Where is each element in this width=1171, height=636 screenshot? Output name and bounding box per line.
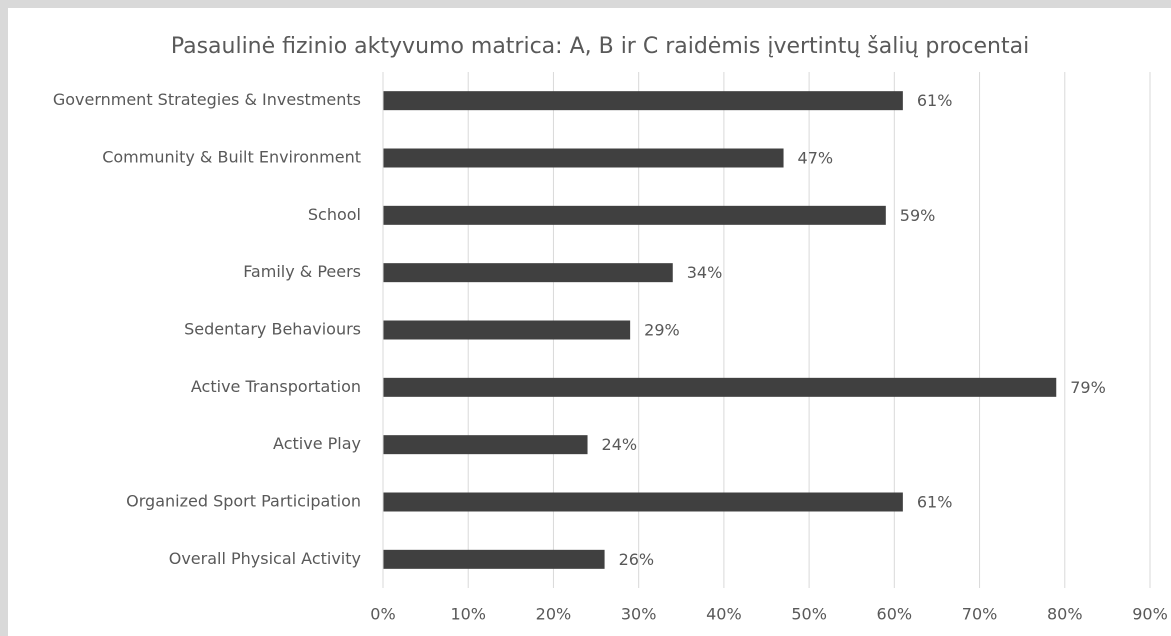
y-tick-label: Active Transportation	[191, 377, 361, 396]
y-tick-label: Organized Sport Participation	[126, 492, 361, 511]
x-tick-label: 70%	[962, 605, 998, 624]
y-tick-label: Active Play	[273, 434, 361, 453]
chart-title: Pasaulinė fizinio aktyvumo matrica: A, B…	[171, 34, 1029, 59]
value-label: 79%	[1070, 378, 1106, 397]
y-tick-label: Community & Built Environment	[102, 148, 361, 167]
y-tick-label: Sedentary Behaviours	[184, 320, 361, 339]
bar	[383, 320, 631, 340]
value-label: 34%	[687, 263, 723, 282]
y-tick-label: Government Strategies & Investments	[53, 90, 361, 109]
x-tick-label: 10%	[450, 605, 486, 624]
value-label: 59%	[900, 206, 936, 225]
bar	[383, 263, 673, 283]
value-label: 26%	[619, 550, 655, 569]
x-tick-label: 80%	[1047, 605, 1083, 624]
y-tick-label: School	[308, 205, 361, 224]
bar	[383, 91, 903, 111]
x-tick-label: 40%	[706, 605, 742, 624]
x-tick-label: 30%	[621, 605, 657, 624]
bar	[383, 492, 903, 512]
bar	[383, 549, 605, 569]
x-tick-label: 0%	[370, 605, 395, 624]
value-label: 29%	[644, 321, 680, 340]
value-label: 24%	[602, 435, 638, 454]
y-tick-label: Overall Physical Activity	[169, 549, 361, 568]
x-tick-label: 60%	[877, 605, 913, 624]
value-label: 61%	[917, 493, 953, 512]
bar	[383, 435, 588, 455]
bar	[383, 377, 1057, 397]
bar	[383, 148, 784, 168]
value-label: 61%	[917, 91, 953, 110]
x-tick-label: 90%	[1132, 605, 1168, 624]
x-tick-label: 20%	[536, 605, 572, 624]
y-tick-label: Family & Peers	[243, 262, 361, 281]
bar	[383, 205, 886, 225]
x-tick-label: 50%	[791, 605, 827, 624]
value-label: 47%	[798, 149, 834, 168]
